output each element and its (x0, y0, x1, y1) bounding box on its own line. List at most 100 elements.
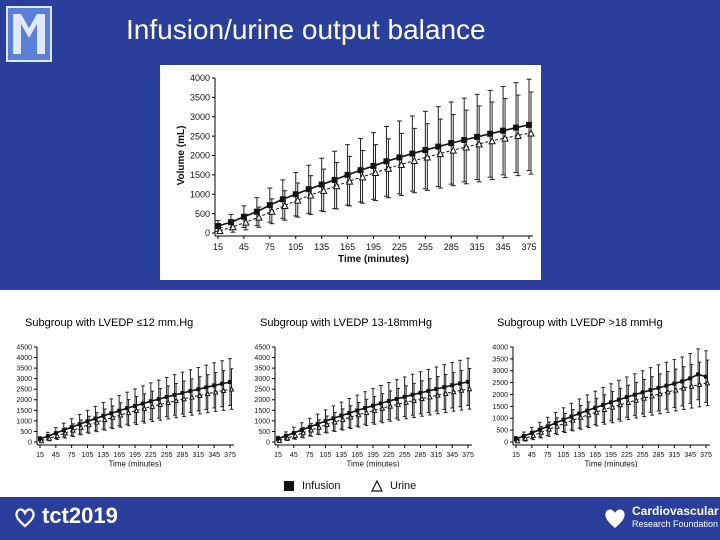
sub-low-y-tick-label: 1000 (16, 418, 32, 425)
sub-low-series-infusion-point (69, 425, 74, 430)
sub-low-x-tick-label: 135 (97, 452, 109, 459)
sub-mid-series-urine-point (308, 426, 314, 433)
sub-mid-series-infusion-point (410, 392, 415, 397)
crf-heart-icon (605, 509, 625, 528)
sub-mid-series-infusion-point (307, 425, 312, 430)
sub-low-series-urine-point (165, 399, 171, 406)
sub-low-y-tick-label: 500 (20, 429, 32, 436)
main-x-tick-label: 45 (239, 242, 249, 252)
sub-high-series-infusion-point (609, 400, 613, 405)
sub-high-series-infusion-point (688, 376, 693, 381)
sub-low-series-infusion-point (172, 392, 177, 397)
sub-mid-series-infusion-point (331, 416, 336, 421)
sub-mid-series-urine-point (466, 385, 473, 392)
main-series-infusion-point (227, 219, 234, 226)
sub-high-series-urine-point (657, 390, 663, 397)
main-x-tick-label: 225 (392, 242, 407, 252)
sub-low-series-infusion-point (85, 419, 90, 424)
main-series-urine-point (462, 142, 471, 151)
sub-high-y-tick-label: 3000 (492, 368, 508, 375)
main-series-infusion-point (513, 124, 520, 131)
crf-logo-line1: Cardiovascular (632, 504, 719, 518)
sub-high-series-urine-point (578, 414, 584, 420)
sub-high-series-infusion-point (601, 402, 606, 407)
sub-high-series-urine-point (680, 384, 687, 391)
main-series-infusion-point (474, 133, 481, 140)
main-y-tick-label: 0 (205, 228, 210, 238)
sub-low-series-urine-point (94, 419, 100, 425)
main-series-infusion-point (331, 176, 338, 183)
slide-title: Infusion/urine output balance (126, 14, 486, 45)
sub-low-series-infusion-point (228, 380, 232, 385)
main-series-urine-point (488, 136, 496, 145)
sub-mid-y-tick-label: 1500 (254, 408, 270, 415)
sub-high-series-infusion-point (664, 383, 669, 388)
sub-high-series-infusion-point (696, 372, 701, 377)
sub-mid-series-infusion-point (426, 388, 431, 393)
main-y-tick-label: 2500 (190, 131, 210, 141)
main-series-urine-point (410, 156, 419, 165)
sub-mid-series-infusion-point (355, 408, 360, 413)
sub-high-series-infusion-point (656, 385, 661, 390)
sub-high-y-tick-label: 2000 (492, 392, 508, 399)
institution-logo (6, 6, 52, 62)
sub-high-x-tick-label: 285 (653, 452, 665, 459)
sub-mid-y-tick-label: 2000 (254, 397, 270, 404)
sub-mid-series-infusion-point (339, 413, 344, 418)
sub-high-series-urine-point (696, 381, 703, 388)
sub-high-series-urine-point (546, 426, 552, 432)
sub-low-series-urine-point (109, 414, 116, 420)
main-series-urine-point (345, 176, 354, 185)
sub-low-series-infusion-point (117, 408, 122, 413)
sub-low-y-tick-label: 2000 (16, 397, 32, 404)
main-series-infusion-point (266, 202, 273, 209)
sub-low-series-urine-point (86, 421, 92, 428)
main-series-infusion-point (370, 162, 377, 169)
main-series-infusion-point (344, 171, 351, 178)
main-series-infusion-point (215, 223, 221, 230)
sub-low-series-urine-point (141, 405, 148, 411)
main-series-infusion-point (253, 208, 260, 215)
main-series-urine-point (332, 181, 341, 190)
sub-mid-series-infusion-point (466, 379, 470, 384)
main-y-tick-label: 1000 (190, 189, 210, 199)
sub-mid-series-urine-point (300, 429, 307, 436)
sub-mid-series-urine-point (347, 413, 354, 420)
sub-high-x-axis-label: Time (minutes) (584, 460, 637, 467)
sub-high-x-tick-label: 255 (637, 452, 649, 459)
sub-mid-y-tick-label: 4000 (254, 355, 270, 362)
tct-logo: tct2019 (14, 503, 118, 529)
sub-high-series-urine-point (609, 403, 616, 410)
sub-low-y-tick-label: 4000 (16, 355, 32, 362)
sub-mid-series-urine-point (403, 399, 409, 405)
sub-low-series-urine-point (62, 429, 69, 436)
sub-mid-series-infusion-point (434, 387, 439, 392)
main-y-tick-label: 3000 (190, 112, 210, 122)
sub-mid-x-tick-label: 285 (415, 452, 427, 459)
sub-mid-series-infusion-point (378, 401, 383, 406)
sub-mid-series-urine-point (292, 432, 299, 438)
sub-mid-series-infusion-point (450, 383, 455, 388)
main-x-tick-label: 315 (470, 242, 485, 252)
sub-low-series-infusion-point (180, 391, 185, 396)
sub-high-series-urine-point (688, 383, 695, 389)
sub-mid-series-infusion-point (276, 436, 280, 441)
subgroup-title-low: Subgroup with LVEDP ≤12 mm.Hg (25, 317, 194, 329)
sub-mid-x-tick-label: 105 (320, 452, 332, 459)
sub-mid-series-urine-point (395, 401, 402, 407)
sub-low-series-infusion-point (220, 381, 225, 386)
main-series-infusion-point (305, 186, 312, 193)
sub-high-series-urine-point (522, 435, 529, 441)
main-x-tick-label: 375 (521, 242, 536, 252)
sub-high-series-infusion-point (648, 387, 653, 392)
sub-high-series-infusion-point (537, 427, 542, 432)
main-series-urine-point (527, 128, 535, 137)
sub-mid-x-tick-label: 195 (367, 452, 379, 459)
sub-high-series-urine-point (673, 386, 679, 393)
main-series-urine-point (216, 226, 224, 235)
main-x-tick-label: 105 (288, 242, 303, 252)
main-series-infusion-point (461, 137, 468, 143)
sub-high-series-infusion-point (553, 421, 558, 425)
subgroup-chart-mid-svg: 0 500 1000 1500 2000 2500 3000 3500 4000 4500 15 45… (254, 344, 474, 468)
sub-mid-series-infusion-point (299, 427, 304, 432)
